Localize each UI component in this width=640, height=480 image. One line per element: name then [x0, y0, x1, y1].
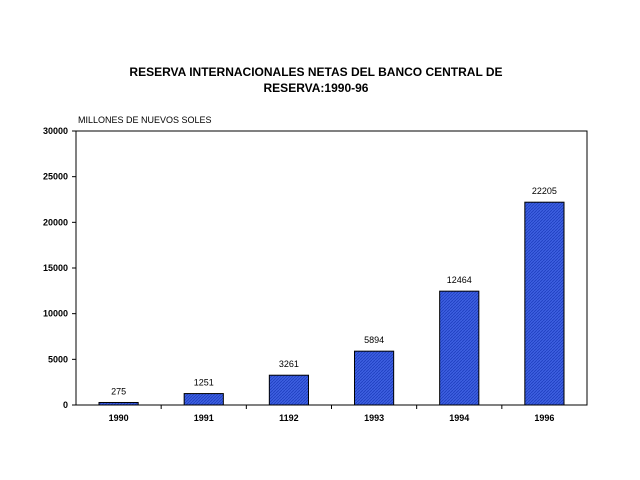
data-label: 1251: [194, 378, 214, 388]
y-tick-label: 30000: [43, 126, 68, 136]
y-tick-label: 10000: [43, 309, 68, 319]
data-label: 22205: [532, 186, 557, 196]
chart-title: RESERVA INTERNACIONALES NETAS DEL BANCO …: [0, 64, 632, 96]
x-axis: 1990 1991 1192 1993 1994 1996: [109, 405, 554, 423]
data-label: 12464: [447, 275, 472, 285]
x-tick-label: 1192: [279, 413, 299, 423]
bar-1990: [98, 401, 139, 406]
bar-1991: [183, 393, 224, 406]
chart-title-line-1: RESERVA INTERNACIONALES NETAS DEL BANCO …: [129, 65, 503, 79]
x-tick-label: 1996: [534, 413, 554, 423]
bars: 275 1251 3261 5894 12464 22205: [98, 186, 565, 406]
y-axis: 0 5000 10000 15000 20000 25000 30000: [43, 126, 76, 410]
bar-1993: [353, 350, 395, 406]
y-tick-label: 0: [63, 400, 68, 410]
plot-area: [75, 130, 588, 406]
bar-1192: [268, 374, 310, 406]
x-tick-label: 1991: [194, 413, 214, 423]
y-axis-unit-label: MILLONES DE NUEVOS SOLES: [78, 115, 212, 125]
y-tick-label: 5000: [48, 354, 68, 364]
x-tick-label: 1994: [449, 413, 469, 423]
data-label: 3261: [279, 359, 299, 369]
y-tick-label: 25000: [43, 172, 68, 182]
x-tick-label: 1993: [364, 413, 384, 423]
data-label: 5894: [364, 335, 384, 345]
bar-1996: [524, 201, 565, 406]
y-tick-label: 20000: [43, 217, 68, 227]
y-tick-label: 15000: [43, 263, 68, 273]
chart-title-line-2: RESERVA:1990-96: [263, 81, 369, 95]
bar-1994: [439, 290, 480, 406]
data-label: 275: [111, 386, 126, 396]
x-tick-label: 1990: [109, 413, 129, 423]
